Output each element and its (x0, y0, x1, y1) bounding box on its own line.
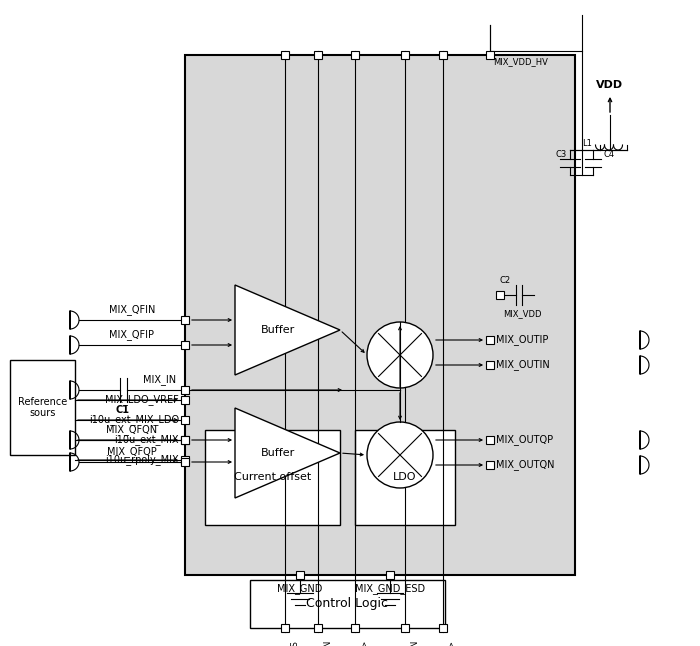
Bar (439, 51, 447, 59)
Text: MIX_QFQP: MIX_QFQP (107, 446, 157, 457)
Bar (181, 386, 189, 394)
Text: LDO: LDO (393, 472, 416, 483)
Text: MIX_QFQN: MIX_QFQN (106, 424, 158, 435)
Text: C2: C2 (500, 276, 511, 285)
Circle shape (367, 322, 433, 388)
Text: MIX_VDD_HV: MIX_VDD_HV (493, 57, 548, 66)
Text: MIX_OUTIN: MIX_OUTIN (496, 360, 550, 370)
Bar (486, 336, 494, 344)
Bar (486, 51, 494, 59)
Text: MIX_LDO_VREF: MIX_LDO_VREF (105, 395, 179, 406)
Bar (496, 291, 504, 299)
Bar (281, 51, 289, 59)
Text: MIX_EN: MIX_EN (322, 640, 331, 646)
Bar (181, 456, 189, 464)
Bar (401, 624, 409, 632)
Bar (351, 624, 359, 632)
Text: Control Logic: Control Logic (307, 598, 389, 610)
Bar (205, 430, 340, 525)
Text: MIX_GND: MIX_GND (277, 583, 323, 594)
Text: MIX_LDO_Vadj<1:0>: MIX_LDO_Vadj<1:0> (447, 640, 456, 646)
Bar (181, 316, 189, 324)
Text: L1: L1 (582, 138, 592, 147)
Bar (386, 571, 394, 579)
Text: MIX_GND_ESD: MIX_GND_ESD (355, 583, 425, 594)
Text: C4: C4 (603, 150, 614, 159)
Bar (486, 436, 494, 444)
Text: MIX_OUTIP: MIX_OUTIP (496, 335, 548, 346)
Bar (281, 624, 289, 632)
Text: i10u_ext_MIX: i10u_ext_MIX (115, 435, 179, 446)
Bar (296, 571, 304, 579)
Text: Buffer: Buffer (260, 325, 295, 335)
Polygon shape (235, 408, 340, 498)
Text: C3: C3 (556, 150, 567, 159)
Text: MIX_VDD: MIX_VDD (503, 309, 541, 318)
Bar (181, 341, 189, 349)
Bar (181, 458, 189, 466)
Bar (401, 51, 409, 59)
Text: Buffer: Buffer (260, 448, 295, 458)
Text: MIX_OUTQN: MIX_OUTQN (496, 459, 554, 470)
Text: MIX_CS: MIX_CS (289, 640, 298, 646)
Text: MIX_QFIP: MIX_QFIP (109, 329, 155, 340)
Bar (314, 51, 322, 59)
Bar (181, 396, 189, 404)
Bar (355, 430, 455, 525)
Text: MIX_OUTQP: MIX_OUTQP (496, 435, 553, 446)
Bar (486, 461, 494, 469)
Bar (181, 436, 189, 444)
Bar (439, 624, 447, 632)
Text: i10u_rpoly_MIX: i10u_rpoly_MIX (106, 455, 179, 466)
Bar (181, 416, 189, 424)
Text: VDD: VDD (596, 80, 624, 90)
Bar (250, 580, 445, 628)
Bar (10, 360, 75, 455)
Bar (314, 624, 322, 632)
Text: MIX_LDO_EN: MIX_LDO_EN (409, 640, 418, 646)
Polygon shape (235, 285, 340, 375)
Bar (185, 55, 575, 575)
Text: MIX_IN: MIX_IN (144, 374, 176, 385)
Bar (351, 51, 359, 59)
Text: Current offset: Current offset (234, 472, 311, 483)
Circle shape (367, 422, 433, 488)
Text: MIX_QFIN: MIX_QFIN (108, 304, 155, 315)
Text: i10u_ext_MIX_LDO: i10u_ext_MIX_LDO (89, 415, 179, 426)
Bar (181, 436, 189, 444)
Text: C1: C1 (116, 405, 130, 415)
Text: Reference
sours: Reference sours (18, 397, 67, 419)
Text: MIX_core_CC<1:0>: MIX_core_CC<1:0> (359, 640, 368, 646)
Bar (486, 361, 494, 369)
